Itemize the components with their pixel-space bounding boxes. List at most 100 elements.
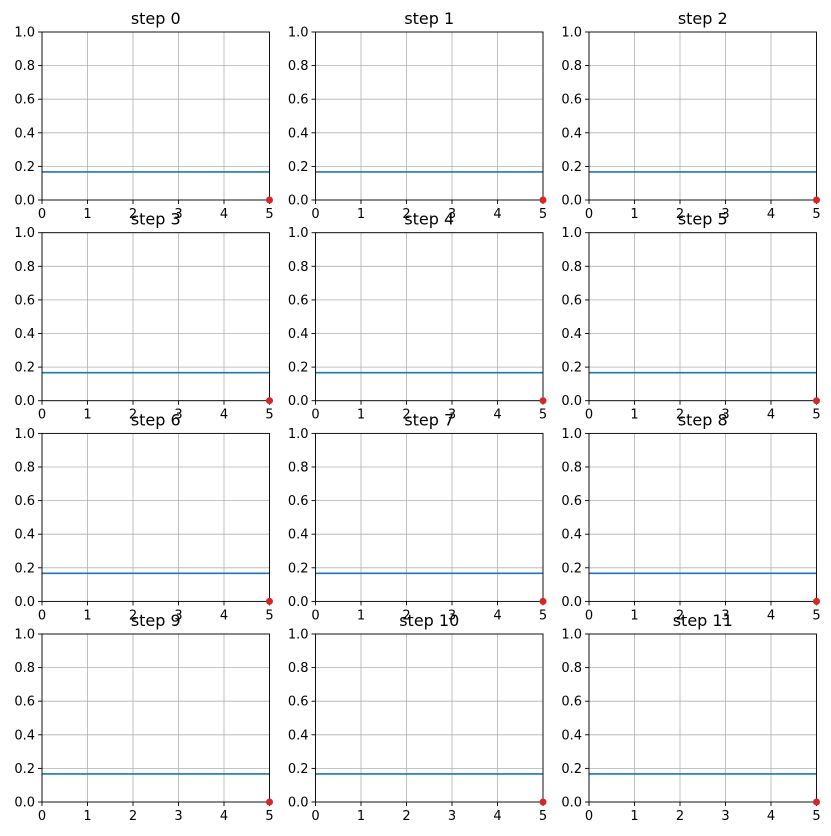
y-tick-label: 0.2 xyxy=(561,160,582,175)
x-tick-label: 5 xyxy=(265,809,273,824)
subplot-title: step 1 xyxy=(404,9,454,28)
subplot-1: 0 1 2 3 4 5 0.0 0.2 0.4 0.6 0.8 1.0 step 1 xyxy=(288,9,547,222)
y-tick-label: 0.2 xyxy=(561,361,582,376)
y-tick-label: 0.0 xyxy=(288,194,309,209)
x-tick-label: 0 xyxy=(38,207,46,222)
subplot-title: step 6 xyxy=(131,410,181,429)
plot-area xyxy=(42,634,270,802)
y-tick-label: 0.2 xyxy=(14,160,35,175)
subplot-5: 0 1 2 3 4 5 0.0 0.2 0.4 0.6 0.8 1.0 step 5 xyxy=(561,210,820,423)
x-tick-label: 5 xyxy=(812,408,820,423)
y-tick-label: 0.6 xyxy=(14,93,35,108)
x-tick-label: 0 xyxy=(585,608,593,623)
axes-frame xyxy=(588,232,817,402)
axes-frame xyxy=(588,633,817,803)
y-tick-label: 0.4 xyxy=(14,728,35,743)
y-tick-label: 1.0 xyxy=(14,628,35,643)
y-tick-label: 0.2 xyxy=(288,561,309,576)
y-tick-label: 0.0 xyxy=(561,595,582,610)
subplot-title: step 0 xyxy=(131,9,181,28)
y-tick-label: 1.0 xyxy=(288,226,309,241)
x-tick-label: 3 xyxy=(174,608,182,623)
axes-frame xyxy=(315,633,544,803)
y-tick-label: 0.6 xyxy=(561,93,582,108)
x-tick-label: 4 xyxy=(493,809,501,824)
y-tick-label: 1.0 xyxy=(561,226,582,241)
data-point-marker xyxy=(539,196,547,204)
x-tick-label: 3 xyxy=(174,809,182,824)
y-tick-label: 0.2 xyxy=(561,762,582,777)
y-tick-label: 0.8 xyxy=(288,661,309,676)
data-point-marker xyxy=(813,597,820,605)
axes-frame xyxy=(588,31,817,201)
x-tick-label: 3 xyxy=(448,207,456,222)
y-tick-label: 0.2 xyxy=(14,762,35,777)
subplot-title: step 2 xyxy=(678,9,728,28)
x-tick-label: 2 xyxy=(129,207,137,222)
x-tick-label: 1 xyxy=(83,408,91,423)
plot-area xyxy=(315,634,543,802)
y-tick-label: 0.4 xyxy=(288,528,309,543)
y-tick-label: 0.2 xyxy=(288,160,309,175)
y-tick-label: 0.6 xyxy=(288,93,309,108)
plot-area xyxy=(589,232,817,401)
plot-area xyxy=(315,232,543,401)
x-tick-label: 1 xyxy=(357,608,365,623)
x-tick-label: 4 xyxy=(220,608,228,623)
plot-area xyxy=(589,32,817,200)
y-tick-label: 0.8 xyxy=(288,59,309,74)
data-point-marker xyxy=(266,196,273,204)
x-tick-label: 5 xyxy=(539,408,547,423)
y-tick-label: 0.0 xyxy=(14,194,35,209)
y-tick-label: 0.8 xyxy=(561,661,582,676)
subplot-title: step 11 xyxy=(673,611,733,630)
y-tick-label: 0.0 xyxy=(14,394,35,409)
x-tick-label: 1 xyxy=(357,207,365,222)
x-tick-label: 4 xyxy=(220,207,228,222)
x-tick-label: 0 xyxy=(311,809,319,824)
subplot-0: 0 1 2 3 4 5 0.0 0.2 0.4 0.6 0.8 1.0 step 0 xyxy=(14,9,273,222)
x-tick-label: 4 xyxy=(767,408,775,423)
y-tick-label: 1.0 xyxy=(14,26,35,41)
x-tick-label: 2 xyxy=(129,608,137,623)
y-tick-label: 0.0 xyxy=(288,595,309,610)
y-tick-label: 0.8 xyxy=(14,661,35,676)
axes-frame xyxy=(588,432,817,602)
y-tick-label: 0.8 xyxy=(288,260,309,275)
x-tick-label: 1 xyxy=(83,608,91,623)
y-tick-label: 0.2 xyxy=(288,762,309,777)
y-tick-label: 0.8 xyxy=(14,260,35,275)
data-point-marker xyxy=(813,798,820,806)
x-tick-label: 3 xyxy=(448,408,456,423)
data-point-marker xyxy=(813,397,820,405)
y-tick-label: 0.6 xyxy=(14,293,35,308)
x-tick-label: 1 xyxy=(630,408,638,423)
subplot-6: 0 1 2 3 4 5 0.0 0.2 0.4 0.6 0.8 1.0 step 6 xyxy=(14,410,273,623)
x-tick-label: 3 xyxy=(174,207,182,222)
x-tick-label: 0 xyxy=(38,809,46,824)
x-tick-label: 2 xyxy=(402,207,410,222)
x-tick-label: 5 xyxy=(812,207,820,222)
subplot-title: step 10 xyxy=(399,611,459,630)
x-tick-label: 5 xyxy=(539,207,547,222)
x-tick-label: 0 xyxy=(585,809,593,824)
data-point-marker xyxy=(266,798,273,806)
x-tick-label: 2 xyxy=(402,608,410,623)
subplot-title: step 4 xyxy=(404,210,454,229)
data-point-marker xyxy=(266,397,273,405)
y-tick-label: 0.0 xyxy=(288,394,309,409)
y-tick-label: 1.0 xyxy=(561,427,582,442)
x-tick-label: 3 xyxy=(448,809,456,824)
y-tick-label: 0.4 xyxy=(561,728,582,743)
x-tick-label: 5 xyxy=(539,809,547,824)
subplot-title: step 3 xyxy=(131,210,181,229)
axes-frame xyxy=(315,432,544,602)
x-tick-label: 2 xyxy=(129,809,137,824)
y-tick-label: 0.8 xyxy=(288,461,309,476)
x-tick-label: 4 xyxy=(767,809,775,824)
x-tick-label: 2 xyxy=(676,408,684,423)
subplot-4: 0 1 2 3 4 5 0.0 0.2 0.4 0.6 0.8 1.0 step 4 xyxy=(288,210,547,423)
plot-area xyxy=(589,634,817,802)
y-tick-label: 0.8 xyxy=(561,461,582,476)
x-tick-label: 5 xyxy=(265,207,273,222)
